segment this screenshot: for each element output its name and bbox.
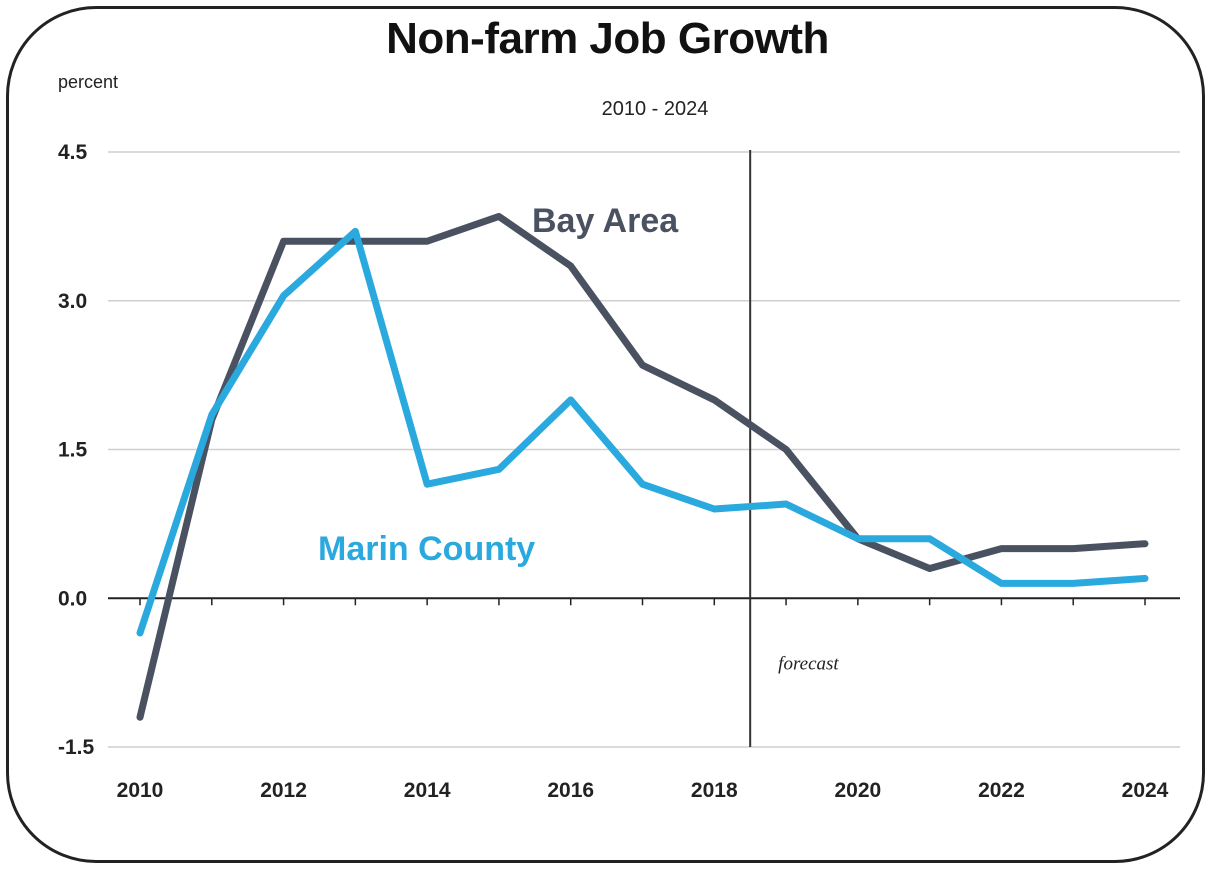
data-point	[497, 467, 501, 471]
x-tick-labels: 2010 2012 2014 2016 2018 2020 2022 2024	[117, 779, 1169, 802]
data-point	[784, 448, 788, 451]
data-point	[712, 507, 716, 511]
y-tick-label: 3.0	[58, 290, 87, 313]
data-point	[282, 239, 286, 243]
data-point	[138, 631, 142, 635]
data-point	[353, 229, 357, 233]
chart-subtitle: 2010 - 2024	[601, 98, 709, 120]
data-point	[425, 239, 429, 243]
data-point	[497, 214, 501, 218]
data-point	[641, 363, 644, 367]
axes: forecast	[139, 150, 1146, 747]
data-point	[928, 567, 932, 570]
data-point	[641, 482, 644, 486]
data-point	[569, 398, 573, 402]
data-point	[138, 715, 142, 719]
data-point	[1071, 581, 1075, 585]
x-tick-label: 2012	[260, 779, 307, 802]
x-tick-label: 2018	[691, 779, 738, 802]
data-point	[282, 294, 286, 298]
data-point	[1143, 576, 1147, 580]
data-point	[569, 264, 573, 268]
x-tick-label: 2016	[547, 779, 594, 802]
data-point	[999, 581, 1003, 585]
data-point	[425, 482, 429, 486]
series-lines	[136, 212, 1149, 721]
data-point	[712, 398, 716, 402]
data-point	[928, 537, 932, 541]
x-tick-label: 2022	[978, 779, 1025, 802]
series-label-bay-area: Bay Area	[532, 202, 679, 240]
chart-title: Non-farm Job Growth	[386, 14, 829, 63]
series-label-marin-county: Marin County	[318, 530, 535, 568]
forecast-label: forecast	[778, 654, 839, 675]
data-point	[210, 413, 214, 417]
gridlines	[108, 151, 1180, 748]
y-tick-labels: 4.5 3.0 1.5 0.0 -1.5	[58, 141, 95, 759]
data-point	[856, 537, 860, 541]
data-point	[999, 547, 1003, 551]
x-tick-label: 2010	[117, 779, 164, 802]
data-point	[1143, 542, 1147, 546]
series-labels: Bay Area Marin County	[318, 202, 679, 568]
x-tick-label: 2024	[1122, 779, 1169, 802]
x-tick-label: 2020	[834, 779, 881, 802]
y-tick-label: 4.5	[58, 141, 88, 164]
x-tick-label: 2014	[404, 779, 451, 802]
series-line-marin-county	[136, 227, 1149, 637]
data-point	[1071, 547, 1075, 551]
y-tick-label: -1.5	[58, 736, 95, 759]
y-tick-label: 1.5	[58, 439, 88, 462]
y-tick-label: 0.0	[58, 587, 87, 610]
data-point	[784, 502, 788, 506]
y-axis-label: percent	[58, 72, 119, 92]
